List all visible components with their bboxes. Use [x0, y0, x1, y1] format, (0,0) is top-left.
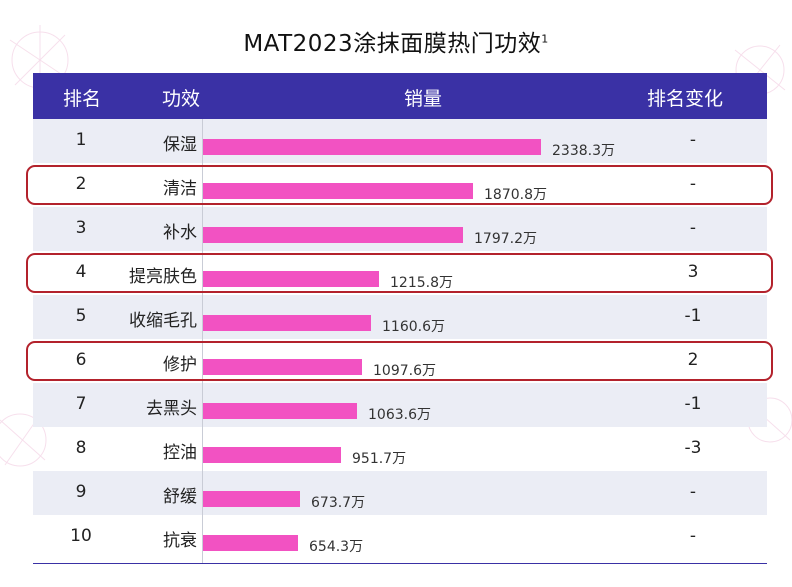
effect-cell: 抗衰	[163, 531, 197, 551]
table-row: 5 收缩毛孔 1160.6万 -1	[33, 295, 767, 339]
rank-change-cell: -	[689, 526, 697, 546]
highlight-box	[26, 165, 773, 205]
rank-cell: 2	[75, 174, 87, 194]
rank-cell: 9	[75, 482, 87, 502]
rank-cell: 8	[75, 438, 87, 458]
sales-bar	[203, 183, 473, 199]
sales-bar	[203, 535, 298, 551]
sales-bar	[203, 447, 341, 463]
sales-value-label: 2338.3万	[552, 143, 615, 159]
table-row: 8 控油 951.7万 -3	[33, 427, 767, 471]
sales-value-label: 654.3万	[309, 539, 364, 555]
table-row: 10 抗衰 654.3万 -	[33, 515, 767, 559]
table-bottom-border	[33, 563, 767, 564]
sales-bar	[203, 359, 362, 375]
header-change: 排名变化	[647, 88, 724, 110]
rank-cell: 6	[75, 350, 87, 370]
table-row: 1 保湿 2338.3万 -	[33, 119, 767, 163]
table-row: 4 提亮肤色 1215.8万 3	[33, 251, 767, 295]
rank-cell: 5	[75, 306, 87, 326]
footnote-marker: 1	[541, 32, 549, 46]
table-row: 7 去黑头 1063.6万 -1	[33, 383, 767, 427]
effect-cell: 舒缓	[163, 487, 197, 507]
effect-cell: 去黑头	[146, 399, 197, 419]
effect-cell: 控油	[163, 443, 197, 463]
sales-value-label: 1215.8万	[390, 275, 453, 291]
effect-cell: 保湿	[163, 135, 197, 155]
table-row: 3 补水 1797.2万 -	[33, 207, 767, 251]
rank-change-cell: 2	[687, 350, 699, 370]
sales-value-label: 1063.6万	[368, 407, 431, 423]
sales-value-label: 951.7万	[352, 451, 407, 467]
rank-change-cell: -	[689, 130, 697, 150]
highlight-box	[26, 253, 773, 293]
effect-cell: 补水	[163, 223, 197, 243]
rank-cell: 1	[75, 130, 87, 150]
rank-change-cell: -1	[684, 306, 702, 326]
sales-value-label: 1097.6万	[373, 363, 436, 379]
rank-cell: 7	[75, 394, 87, 414]
sales-bar	[203, 403, 357, 419]
effect-cell: 修护	[163, 355, 197, 375]
effect-cell: 收缩毛孔	[129, 311, 197, 331]
sales-value-label: 673.7万	[311, 495, 366, 511]
rank-cell: 4	[75, 262, 87, 282]
table-row: 6 修护 1097.6万 2	[33, 339, 767, 383]
sales-bar	[203, 315, 371, 331]
table-body: 1 保湿 2338.3万 -2 清洁 1870.8万 -3 补水 1797.2万 -4 提亮肤色 12…	[33, 119, 767, 563]
table-row: 2 清洁 1870.8万 -	[33, 163, 767, 207]
table-row: 9 舒缓 673.7万 -	[33, 471, 767, 515]
header-sales: 销量	[404, 88, 443, 110]
table-header: 排名 功效 销量 排名变化	[33, 73, 767, 119]
header-effect: 功效	[162, 88, 201, 110]
rank-cell: 10	[70, 526, 92, 546]
chart-title: MAT2023涂抹面膜热门功效1	[243, 31, 549, 57]
rank-change-cell: -1	[684, 394, 702, 414]
sales-bar	[203, 139, 541, 155]
sales-value-label: 1797.2万	[474, 231, 537, 247]
rank-change-cell: -	[689, 218, 697, 238]
sales-bar	[203, 271, 379, 287]
sales-value-label: 1870.8万	[484, 187, 547, 203]
rank-change-cell: -3	[684, 438, 702, 458]
rank-cell: 3	[75, 218, 87, 238]
sales-bar	[203, 491, 300, 507]
sales-bar	[203, 227, 463, 243]
rank-change-cell: 3	[687, 262, 699, 282]
highlight-box	[26, 341, 773, 381]
rank-change-cell: -	[689, 174, 697, 194]
effect-cell: 清洁	[163, 179, 197, 199]
effect-cell: 提亮肤色	[129, 267, 197, 287]
rank-change-cell: -	[689, 482, 697, 502]
header-rank: 排名	[63, 88, 102, 110]
sales-value-label: 1160.6万	[382, 319, 445, 335]
